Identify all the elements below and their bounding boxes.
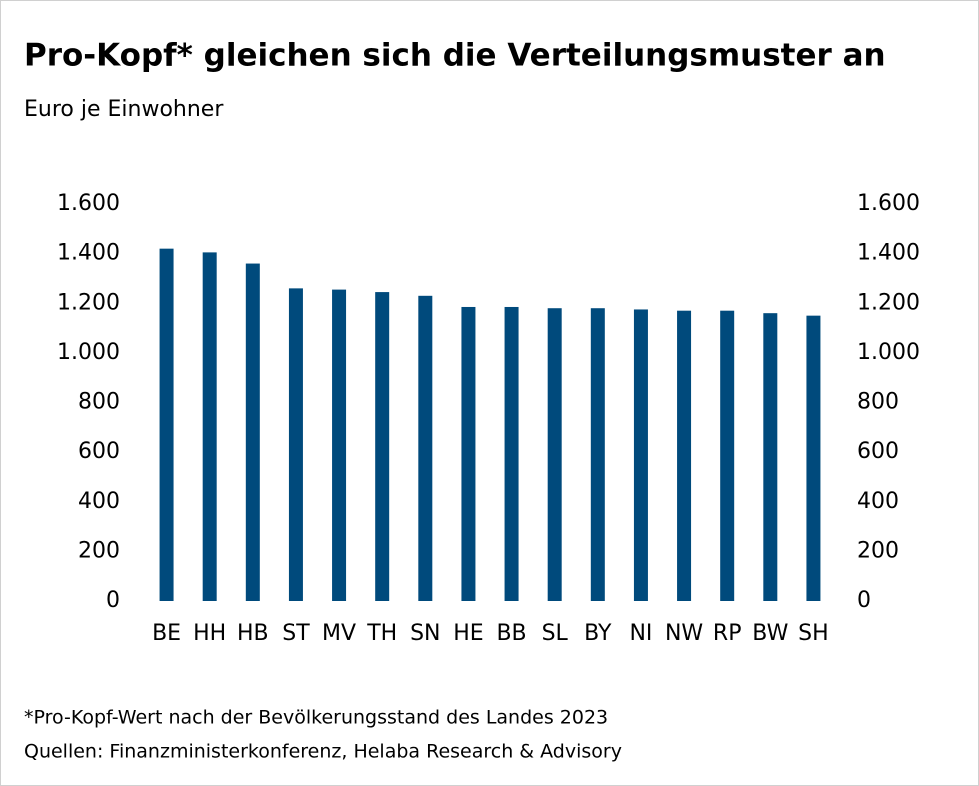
- bar: [504, 306, 519, 601]
- y2-tick-label: 0: [857, 588, 871, 613]
- y-tick-label: 1.600: [57, 191, 120, 216]
- x-tick-label: BE: [152, 621, 181, 646]
- x-tick-label: SH: [798, 621, 829, 646]
- y2-tick-label: 1.600: [857, 191, 920, 216]
- y2-tick-label: 1.000: [857, 340, 920, 365]
- y2-tick-label: 1.200: [857, 290, 920, 315]
- bar: [806, 315, 821, 601]
- chart-title: Pro-Kopf* gleichen sich die Verteilungsm…: [24, 38, 886, 74]
- x-tick-label: NI: [629, 621, 652, 646]
- bar: [633, 309, 648, 601]
- y-tick-label: 1.000: [57, 340, 120, 365]
- bar: [677, 310, 692, 601]
- x-tick-label: HB: [237, 621, 269, 646]
- y2-tick-label: 400: [857, 489, 899, 514]
- y-tick-label: 1.200: [57, 290, 120, 315]
- bar: [418, 295, 433, 601]
- y-tick-label: 0: [106, 588, 120, 613]
- y-tick-label: 1.400: [57, 241, 120, 266]
- x-tick-label: HH: [193, 621, 226, 646]
- bar: [590, 308, 605, 601]
- bar: [375, 292, 390, 601]
- source: Quellen: Finanzministerkonferenz, Helaba…: [24, 741, 622, 763]
- bar: [547, 308, 562, 601]
- x-tick-label: TH: [366, 621, 397, 646]
- bar: [245, 263, 260, 601]
- bar: [461, 306, 476, 601]
- y-tick-label: 400: [78, 489, 120, 514]
- footnote: *Pro-Kopf-Wert nach der Bevölkerungsstan…: [24, 707, 608, 729]
- x-tick-label: NW: [665, 621, 703, 646]
- x-tick-label: BW: [752, 621, 788, 646]
- y2-tick-label: 600: [857, 439, 899, 464]
- x-tick-label: ST: [282, 621, 310, 646]
- x-tick-label: SN: [410, 621, 440, 646]
- x-tick-label: BY: [584, 621, 612, 646]
- y2-tick-label: 1.400: [857, 241, 920, 266]
- bar: [202, 252, 217, 601]
- y2-tick-label: 200: [857, 538, 899, 563]
- x-tick-label: BB: [496, 621, 526, 646]
- y-tick-label: 800: [78, 390, 120, 415]
- bar: [720, 310, 735, 601]
- y-tick-label: 200: [78, 538, 120, 563]
- bar: [763, 313, 778, 601]
- y2-tick-label: 800: [857, 390, 899, 415]
- x-tick-label: SL: [542, 621, 569, 646]
- chart-subtitle: Euro je Einwohner: [24, 97, 224, 122]
- bar: [288, 288, 303, 601]
- bar: [159, 248, 174, 601]
- x-tick-label: HE: [453, 621, 483, 646]
- bar: [332, 289, 347, 601]
- x-tick-label: MV: [322, 621, 356, 646]
- y-tick-label: 600: [78, 439, 120, 464]
- x-tick-label: RP: [713, 621, 742, 646]
